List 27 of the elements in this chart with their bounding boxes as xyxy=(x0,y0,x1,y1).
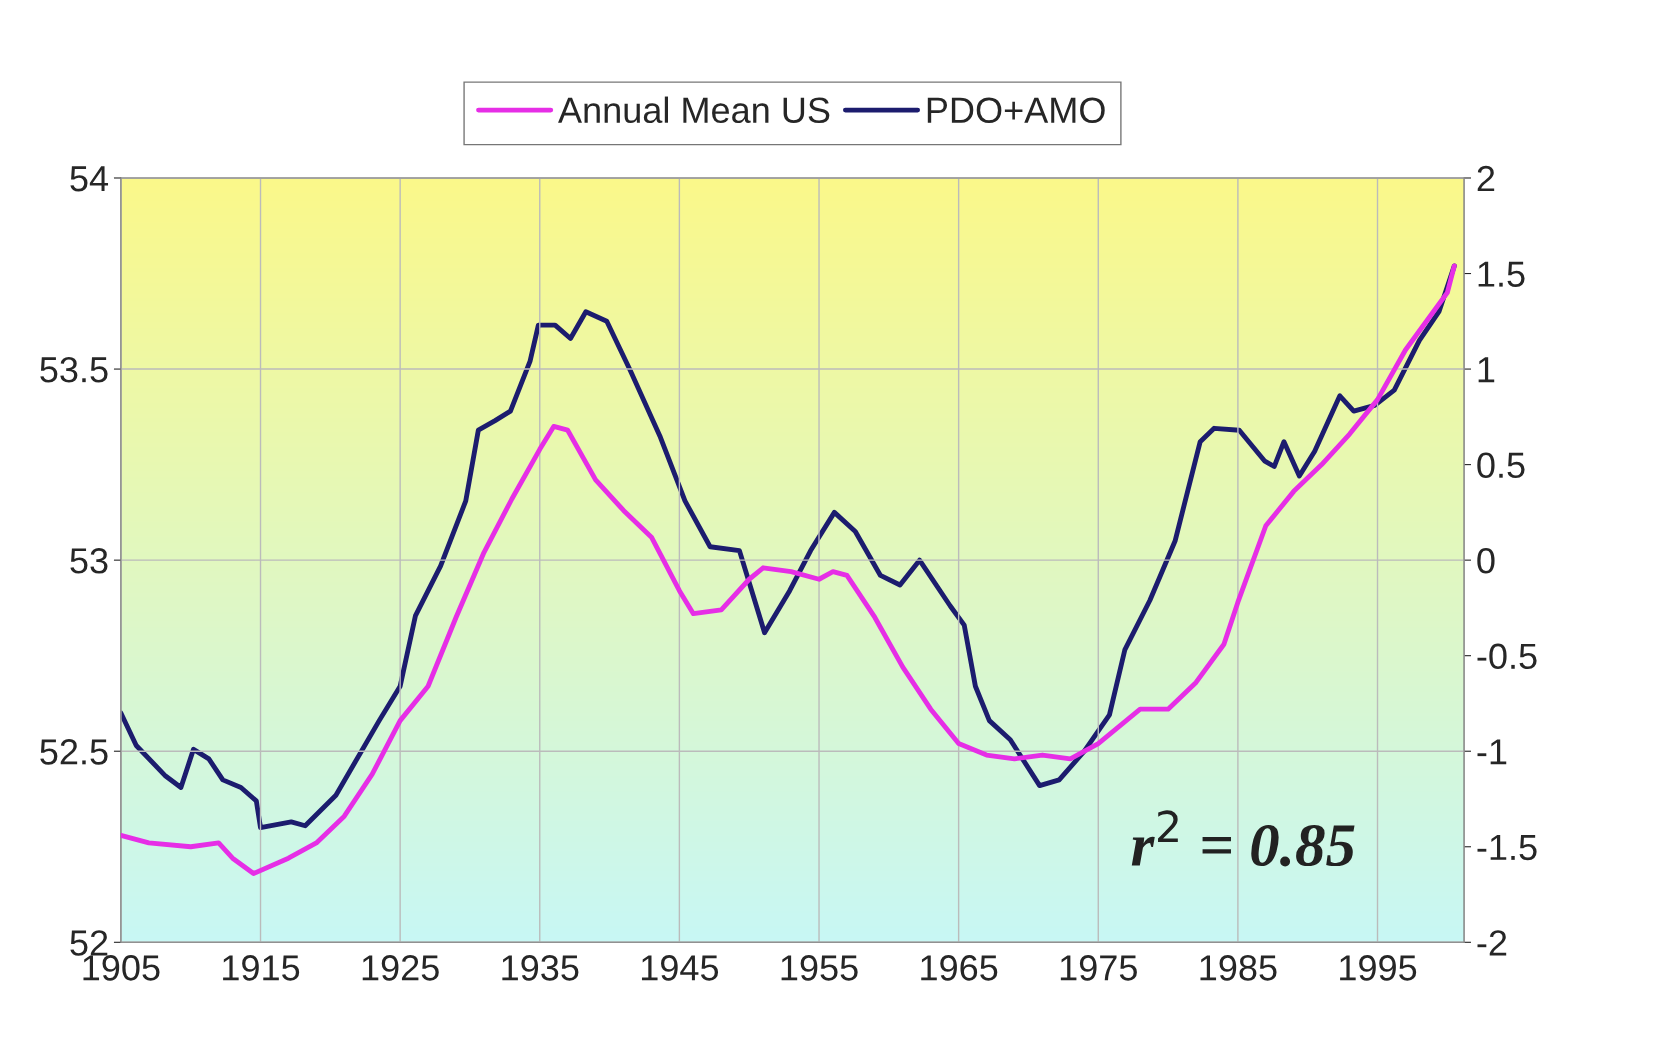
y2-tick-label: -2 xyxy=(1477,930,1507,956)
x-tick-label: 1955 xyxy=(781,955,858,981)
x-tick-label: 1975 xyxy=(1060,955,1137,981)
x-tick-label: 1985 xyxy=(1200,955,1277,981)
y-tick-label: 52.5 xyxy=(40,739,108,765)
x-tick-label: 1965 xyxy=(921,955,998,981)
y-tick-label: 52 xyxy=(70,930,108,956)
y2-tick-label: 2 xyxy=(1477,165,1495,192)
y2-tick-label: 0.5 xyxy=(1477,452,1525,479)
legend-label: PDO+AMO xyxy=(927,97,1105,124)
y-tick-label: 53 xyxy=(70,548,108,574)
x-tick-label: 1995 xyxy=(1340,955,1417,981)
y2-tick-label: -1.5 xyxy=(1477,835,1537,861)
y2-tick-label: -0.5 xyxy=(1477,643,1537,670)
y2-tick-label: 1.5 xyxy=(1478,261,1525,287)
annotation: r$^{2}$ = 0.85 xyxy=(1131,810,1355,867)
x-tick-label: 1905 xyxy=(83,955,160,981)
y2-tick-label: 0 xyxy=(1477,548,1495,574)
y-tick-label: 53.5 xyxy=(40,356,108,383)
x-tick-label: 1915 xyxy=(223,955,300,981)
legend-label: Annual Mean US xyxy=(558,96,830,124)
x-tick-label: 1935 xyxy=(502,955,579,981)
y-tick-label: 54 xyxy=(70,166,109,192)
y2-tick-label: 1 xyxy=(1478,357,1495,383)
y2-tick-label: -1 xyxy=(1477,739,1507,765)
x-tick-label: 1945 xyxy=(641,955,719,981)
x-tick-label: 1925 xyxy=(362,955,439,981)
